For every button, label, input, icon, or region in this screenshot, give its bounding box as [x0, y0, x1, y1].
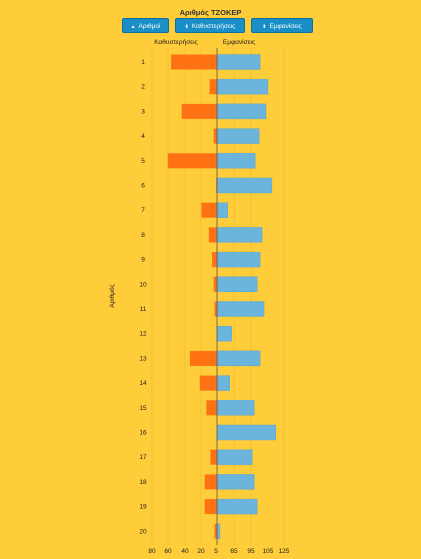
- bar-appearances: [216, 326, 232, 342]
- category-tick-label: 11: [140, 306, 147, 313]
- sort-by-delay-button[interactable]: ⬍ Καθυστερήσεις: [175, 18, 245, 33]
- bar-appearances: [216, 54, 261, 70]
- bar-appearances: [216, 498, 258, 515]
- bar-delay: [212, 252, 217, 268]
- category-tick-label: 2: [141, 84, 145, 91]
- category-tick-label: 12: [139, 331, 147, 338]
- bar-appearances: [216, 78, 269, 95]
- bar-delay: [206, 400, 217, 416]
- left-axis-tick-label: 40: [181, 548, 189, 555]
- right-axis-tick-label: 95: [247, 548, 255, 555]
- bar-delay: [210, 449, 217, 465]
- sort-by-number-label: Αριθμοί: [138, 23, 161, 30]
- sort-updown-icon: ⬍: [184, 24, 189, 30]
- right-axis-tick-label: 105: [263, 548, 274, 555]
- bar-delay: [171, 54, 217, 70]
- bar-delay: [213, 128, 217, 144]
- bar-delay: [213, 276, 217, 292]
- category-tick-label: 5: [141, 158, 145, 165]
- bar-appearances: [216, 350, 261, 367]
- bar-appearances: [216, 400, 255, 416]
- bar-delay: [204, 499, 217, 515]
- bar-delay: [208, 227, 217, 243]
- right-axis-tick-label: 125: [279, 548, 290, 555]
- bar-delay: [199, 375, 217, 391]
- bar-appearances: [216, 375, 230, 391]
- y-axis-label: Αριθμός: [108, 284, 116, 308]
- bar-appearances: [216, 103, 267, 120]
- category-tick-label: 14: [139, 380, 147, 387]
- chart-title: Αριθμός ΤΖΟΚΕΡ: [179, 8, 242, 17]
- bar-delay: [216, 178, 217, 193]
- category-tick-label: 7: [141, 207, 145, 214]
- bar-delay: [204, 474, 217, 490]
- category-tick-label: 1: [141, 59, 145, 66]
- bar-appearances: [216, 202, 229, 218]
- category-tick-label: 8: [141, 232, 145, 239]
- bar-delay: [189, 350, 217, 366]
- bar-appearances: [216, 523, 221, 539]
- bar-delay: [181, 103, 217, 119]
- right-axis-tick-label: 65: [230, 548, 238, 555]
- bar-appearances: [216, 128, 260, 144]
- bar-delay: [214, 301, 217, 317]
- category-tick-label: 17: [139, 454, 147, 461]
- category-tick-label: 6: [141, 183, 145, 190]
- bar-delay: [209, 79, 217, 95]
- category-tick-label: 4: [141, 133, 145, 140]
- sort-updown-icon: ⬍: [262, 24, 267, 30]
- category-tick-label: 20: [139, 528, 147, 535]
- bar-appearances: [216, 424, 277, 441]
- bar-appearances: [216, 251, 261, 268]
- left-axis-tick-label: 80: [148, 548, 156, 555]
- category-tick-label: 13: [139, 355, 147, 362]
- category-tick-label: 16: [139, 430, 147, 437]
- bar-appearances: [216, 474, 255, 490]
- bar-appearances: [216, 177, 273, 194]
- left-axis-tick-label: 5: [214, 548, 218, 555]
- bar-delay: [167, 153, 217, 169]
- bar-delay: [214, 523, 217, 539]
- bar-appearances: [216, 301, 265, 317]
- sort-by-appearances-button[interactable]: ⬍ Εμφανίσεις: [251, 18, 313, 33]
- bar-appearances: [216, 276, 258, 292]
- left-axis-tick-label: 60: [164, 548, 172, 555]
- sort-by-appearances-label: Εμφανίσεις: [269, 23, 302, 30]
- series-label-delay: Καθυστερήσεις: [154, 39, 197, 46]
- series-label-appearances: Εμφανίσεις: [223, 38, 255, 46]
- sort-by-delay-label: Καθυστερήσεις: [191, 23, 236, 30]
- category-tick-label: 9: [141, 257, 145, 264]
- bar-delay: [201, 202, 217, 218]
- category-tick-label: 15: [139, 405, 147, 412]
- category-tick-label: 10: [139, 281, 147, 288]
- category-tick-label: 3: [141, 108, 145, 115]
- sort-by-number-button[interactable]: ▲ Αριθμοί: [122, 18, 169, 33]
- bar-appearances: [216, 153, 256, 169]
- left-axis-tick-label: 20: [197, 548, 205, 555]
- bar-appearances: [216, 449, 253, 465]
- category-tick-label: 18: [139, 479, 147, 486]
- sort-up-icon: ▲: [130, 24, 136, 30]
- category-tick-label: 19: [139, 504, 147, 511]
- bar-appearances: [216, 227, 263, 243]
